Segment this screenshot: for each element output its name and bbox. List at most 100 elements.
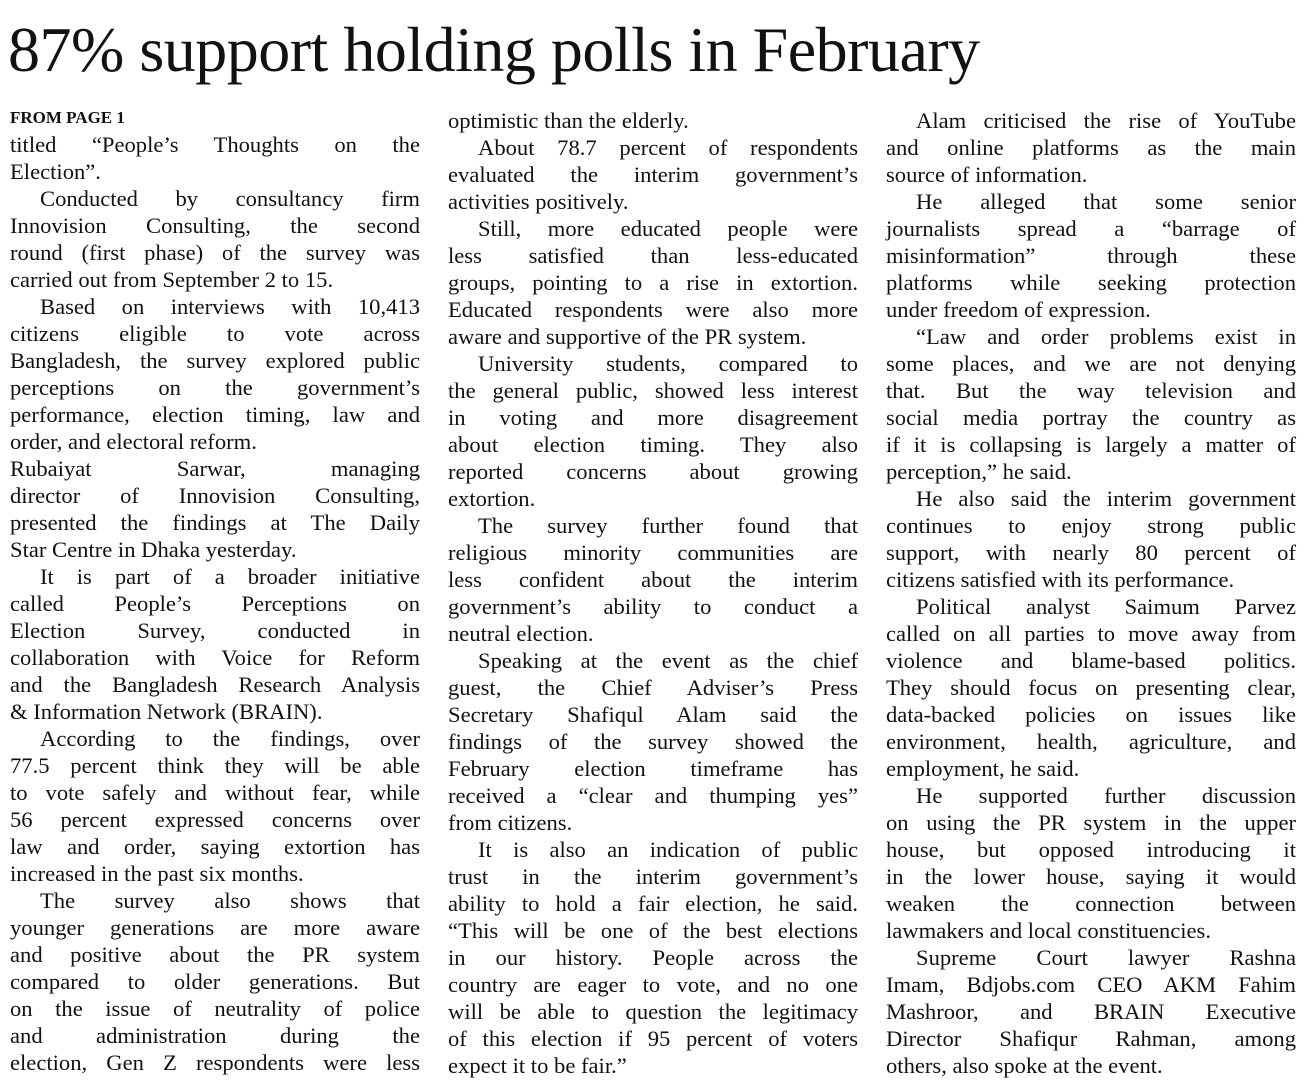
text-line: and online platforms as the main bbox=[886, 135, 1296, 160]
text-line: violence and blame-based politics. bbox=[886, 648, 1296, 673]
text-line: less confident about the interim bbox=[448, 567, 858, 592]
article-column-2: optimistic than the elderly. About 78.7 p… bbox=[448, 107, 858, 1079]
text-line: groups, pointing to a rise in extortion. bbox=[448, 270, 858, 295]
text-line: citizens eligible to vote across bbox=[10, 321, 420, 346]
text-line: It is part of a broader initiative bbox=[40, 564, 420, 589]
text-line: director of Innovision Consulting, bbox=[10, 483, 420, 508]
text-line: in voting and more disagreement bbox=[448, 405, 858, 430]
text-line: Bangladesh, the survey explored public bbox=[10, 348, 420, 373]
text-line: others, also spoke at the event. bbox=[886, 1053, 1163, 1078]
text-line: from citizens. bbox=[448, 810, 573, 835]
text-line: that. But the way television and bbox=[886, 378, 1296, 403]
text-line: Rubaiyat Sarwar, managing bbox=[10, 456, 420, 481]
text-line: and administration during the bbox=[10, 1023, 420, 1048]
paragraph: It is part of a broader initiative called… bbox=[10, 563, 420, 725]
text-line: Conducted by consultancy firm bbox=[40, 186, 420, 211]
paragraph: According to the findings, over 77.5 perc… bbox=[10, 725, 420, 887]
text-line: activities positively. bbox=[448, 189, 629, 214]
text-line: citizens satisfied with its performance. bbox=[886, 567, 1235, 592]
text-line: election, Gen Z respondents were less bbox=[10, 1050, 420, 1075]
text-line: aware and supportive of the PR system. bbox=[448, 324, 807, 349]
text-line: extortion. bbox=[448, 486, 536, 511]
text-line: religious minority communities are bbox=[448, 540, 858, 565]
text-line: He supported further discussion bbox=[916, 783, 1296, 808]
text-line: The survey also shows that bbox=[40, 888, 420, 913]
paragraph: It is also an indication of public trust … bbox=[448, 836, 858, 1079]
text-line: Supreme Court lawyer Rashna bbox=[916, 945, 1296, 970]
text-line: house, but opposed introducing it bbox=[886, 837, 1296, 862]
headline: 87% support holding polls in February bbox=[8, 14, 980, 85]
text-line: and the Bangladesh Research Analysis bbox=[10, 672, 420, 697]
text-line: trust in the interim government’s bbox=[448, 864, 858, 889]
text-line: optimistic than the elderly. bbox=[448, 108, 689, 133]
text-line: “This will be one of the best elections bbox=[448, 918, 858, 943]
paragraph: Alam criticised the rise of YouTube and o… bbox=[886, 107, 1296, 188]
paragraph: The survey further found that religious m… bbox=[448, 512, 858, 647]
text-line: some places, and we are not denying bbox=[886, 351, 1296, 376]
text-line: under freedom of expression. bbox=[886, 297, 1151, 322]
text-line: 77.5 percent think they will be able bbox=[10, 753, 420, 778]
text-line: Innovision Consulting, the second bbox=[10, 213, 420, 238]
text-line: data-backed policies on issues like bbox=[886, 702, 1296, 727]
text-line: to vote safely and without fear, while bbox=[10, 780, 420, 805]
text-line: neutral election. bbox=[448, 621, 594, 646]
text-line: younger generations are more aware bbox=[10, 915, 420, 940]
text-line: guest, the Chief Adviser’s Press bbox=[448, 675, 858, 700]
article-column-3: Alam criticised the rise of YouTube and o… bbox=[886, 107, 1296, 1079]
from-page-kicker: FROM PAGE 1 bbox=[10, 108, 125, 127]
text-line: called People’s Perceptions on bbox=[10, 591, 420, 616]
text-line: titled “People’s Thoughts on the bbox=[10, 132, 420, 157]
text-line: round (first phase) of the survey was bbox=[10, 240, 420, 265]
text-line: Mashroor, and BRAIN Executive bbox=[886, 999, 1296, 1024]
text-line: support, with nearly 80 percent of bbox=[886, 540, 1296, 565]
text-line: February election timeframe has bbox=[448, 756, 858, 781]
text-line: on the issue of neutrality of police bbox=[10, 996, 420, 1021]
text-line: About 78.7 percent of respondents bbox=[478, 135, 858, 160]
text-line: law and order, saying extortion has bbox=[10, 834, 420, 859]
text-line: environment, health, agriculture, and bbox=[886, 729, 1296, 754]
text-line: Election”. bbox=[10, 159, 101, 184]
text-line: social media portray the country as bbox=[886, 405, 1296, 430]
text-line: Alam criticised the rise of YouTube bbox=[916, 108, 1296, 133]
text-line: and positive about the PR system bbox=[10, 942, 420, 967]
text-line: 56 percent expressed concerns over bbox=[10, 807, 420, 832]
paragraph: optimistic than the elderly. bbox=[448, 107, 858, 134]
text-line: lawmakers and local constituencies. bbox=[886, 918, 1211, 943]
text-line: continues to enjoy strong public bbox=[886, 513, 1296, 538]
text-line: source of information. bbox=[886, 162, 1088, 187]
paragraph: University students, compared to the gene… bbox=[448, 350, 858, 512]
text-line: in our history. People across the bbox=[448, 945, 858, 970]
text-line: findings of the survey showed the bbox=[448, 729, 858, 754]
text-line: perception,” he said. bbox=[886, 459, 1072, 484]
paragraph: The survey also shows that younger genera… bbox=[10, 887, 420, 1076]
text-line: Secretary Shafiqul Alam said the bbox=[448, 702, 858, 727]
article-column-1: FROM PAGE 1 titled “People’s Thoughts on… bbox=[10, 104, 420, 1076]
text-line: government’s ability to conduct a bbox=[448, 594, 858, 619]
text-line: employment, he said. bbox=[886, 756, 1080, 781]
text-line: Based on interviews with 10,413 bbox=[40, 294, 420, 319]
paragraph: Supreme Court lawyer Rashna Imam, Bdjobs.… bbox=[886, 944, 1296, 1079]
text-line: if it is collapsing is largely a matter … bbox=[886, 432, 1296, 457]
paragraph: Political analyst Saimum Parvez called on… bbox=[886, 593, 1296, 782]
text-line: received a “clear and thumping yes” bbox=[448, 783, 858, 808]
paragraph: Rubaiyat Sarwar, managing director of Inn… bbox=[10, 455, 420, 563]
paragraph: Conducted by consultancy firm Innovision … bbox=[10, 185, 420, 293]
paragraph: Speaking at the event as the chief guest,… bbox=[448, 647, 858, 836]
text-line: It is also an indication of public bbox=[478, 837, 858, 862]
paragraph: He also said the interim government conti… bbox=[886, 485, 1296, 593]
text-line: He alleged that some senior bbox=[916, 189, 1296, 214]
text-line: Educated respondents were also more bbox=[448, 297, 858, 322]
text-line: He also said the interim government bbox=[916, 486, 1296, 511]
paragraph: He alleged that some senior journalists s… bbox=[886, 188, 1296, 323]
text-line: Director Shafiqur Rahman, among bbox=[886, 1026, 1296, 1051]
text-line: Political analyst Saimum Parvez bbox=[916, 594, 1296, 619]
text-line: & Information Network (BRAIN). bbox=[10, 699, 323, 724]
text-line: less satisfied than less-educated bbox=[448, 243, 858, 268]
text-line: carried out from September 2 to 15. bbox=[10, 267, 334, 292]
text-line: order, and electoral reform. bbox=[10, 429, 257, 454]
text-line: perceptions on the government’s bbox=[10, 375, 420, 400]
text-line: ability to hold a fair election, he said… bbox=[448, 891, 858, 916]
text-line: in the lower house, saying it would bbox=[886, 864, 1296, 889]
text-line: Star Centre in Dhaka yesterday. bbox=[10, 537, 297, 562]
text-line: the general public, showed less interest bbox=[448, 378, 858, 403]
